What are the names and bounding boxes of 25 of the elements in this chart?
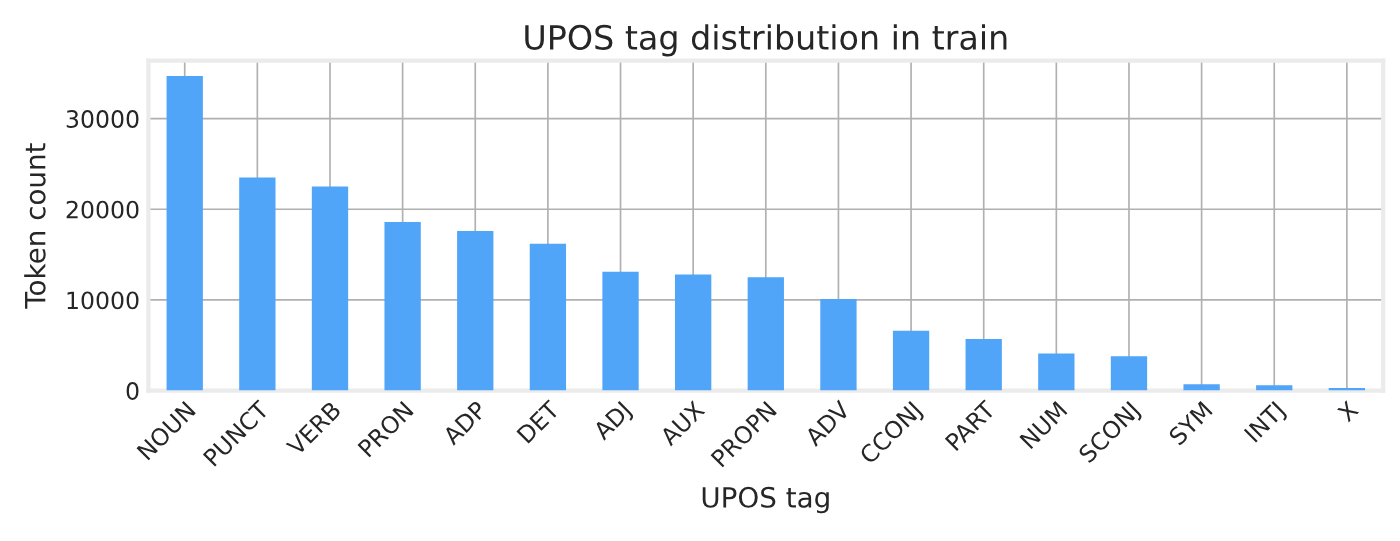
bar — [529, 243, 567, 391]
y-tick-label: 10000 — [67, 291, 139, 310]
bar — [384, 221, 421, 391]
x-axis-title: UPOS tag — [702, 486, 829, 514]
bar — [892, 330, 930, 391]
bar — [457, 231, 494, 391]
x-tick-label: X — [1336, 399, 1360, 423]
bar — [1183, 384, 1220, 391]
y-tick-label: 20000 — [66, 200, 139, 219]
bar — [311, 186, 349, 391]
bar — [1110, 356, 1148, 391]
y-tick-label: 30000 — [66, 110, 139, 128]
bar — [1038, 353, 1075, 391]
y-axis-title: Token count — [24, 143, 46, 309]
bar — [675, 274, 712, 391]
bar — [820, 299, 857, 391]
bar — [239, 177, 276, 391]
bar — [747, 277, 784, 391]
x-tick-label: ADJ — [591, 401, 635, 445]
chart-title: UPOS tag distribution in train — [525, 24, 1007, 57]
bar — [965, 338, 1002, 391]
bar — [1256, 385, 1293, 391]
bar — [166, 76, 203, 391]
y-tick-label: 0 — [126, 382, 139, 400]
bar — [602, 271, 639, 391]
